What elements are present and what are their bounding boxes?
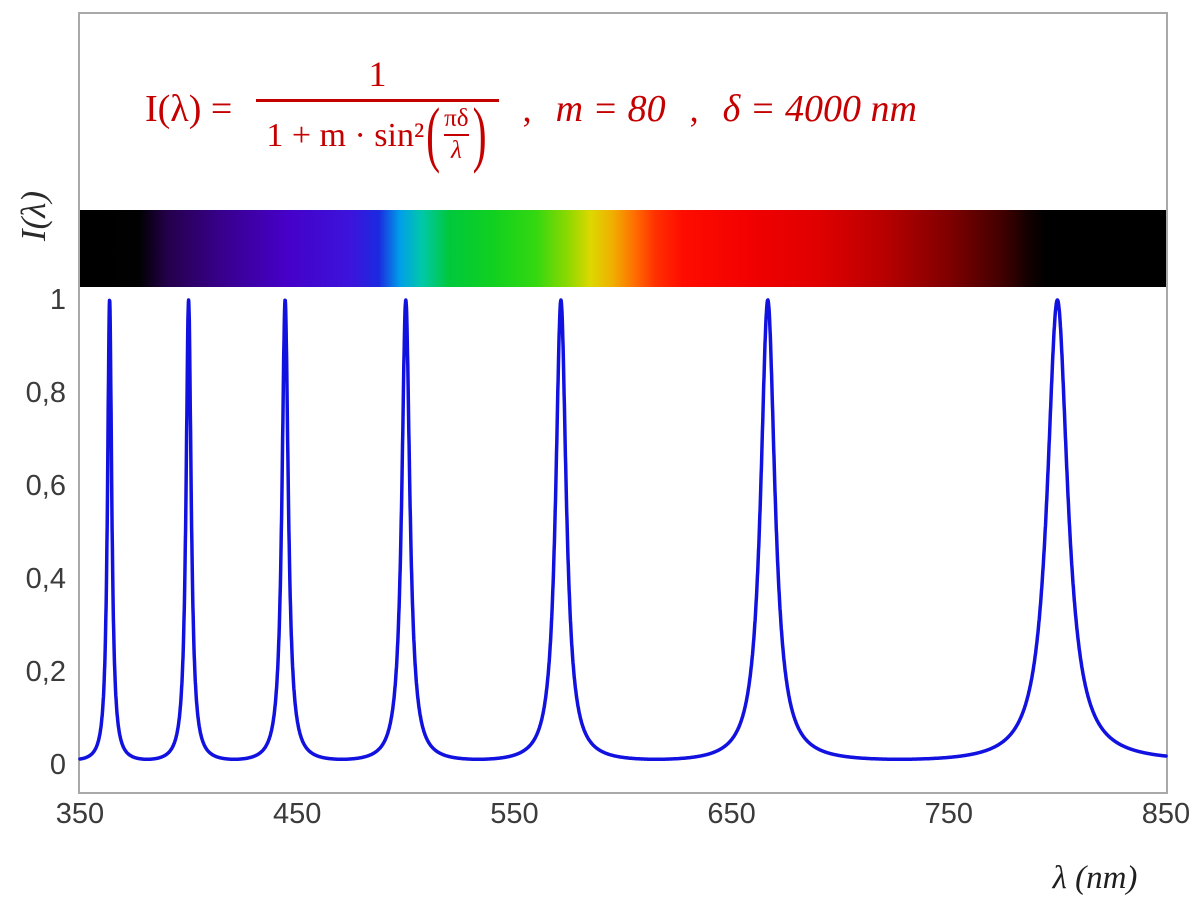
x-axis-title: λ (nm) [1052, 860, 1138, 896]
y-tick-label: 0 [49, 749, 66, 781]
separator: , [689, 89, 699, 129]
x-tick-label: 450 [272, 798, 322, 830]
param-m: m = 80 [555, 88, 666, 130]
y-tick-label: 0,8 [25, 377, 66, 409]
formula-lhs: I(λ) = [145, 88, 233, 130]
open-paren: ( [426, 94, 441, 176]
y-tick-label: 0,4 [25, 563, 66, 595]
close-paren: ) [472, 94, 487, 176]
x-tick-label: 350 [55, 798, 105, 830]
formula: I(λ) = 1 1 + m · sin² ( πδ λ ) , m = 80 … [145, 35, 917, 183]
y-tick-label: 1 [49, 284, 66, 316]
formula-denominator: 1 + m · sin² ( πδ λ ) [256, 98, 498, 172]
y-tick-label: 0,6 [25, 470, 66, 502]
inner-fraction: πδ λ [444, 104, 469, 165]
x-tick-label: 850 [1141, 798, 1191, 830]
inner-numerator: πδ [444, 104, 469, 132]
formula-numerator: 1 [368, 53, 387, 94]
x-tick-label: 750 [924, 798, 973, 830]
inner-fraction-bar [444, 134, 469, 137]
separator: , [522, 89, 532, 129]
param-delta: δ = 4000 nm [722, 88, 917, 130]
y-axis-title: I(λ) [14, 190, 53, 242]
spectrum-bar [80, 210, 1166, 287]
fraction-bar [256, 98, 499, 102]
denominator-text: 1 + m · sin² [266, 116, 425, 154]
x-tick-label: 550 [490, 798, 539, 830]
x-tick-label: 650 [707, 798, 756, 830]
inner-denominator: λ [450, 137, 462, 165]
y-tick-label: 0,2 [25, 656, 66, 688]
formula-main-fraction: 1 1 + m · sin² ( πδ λ ) [256, 53, 499, 172]
